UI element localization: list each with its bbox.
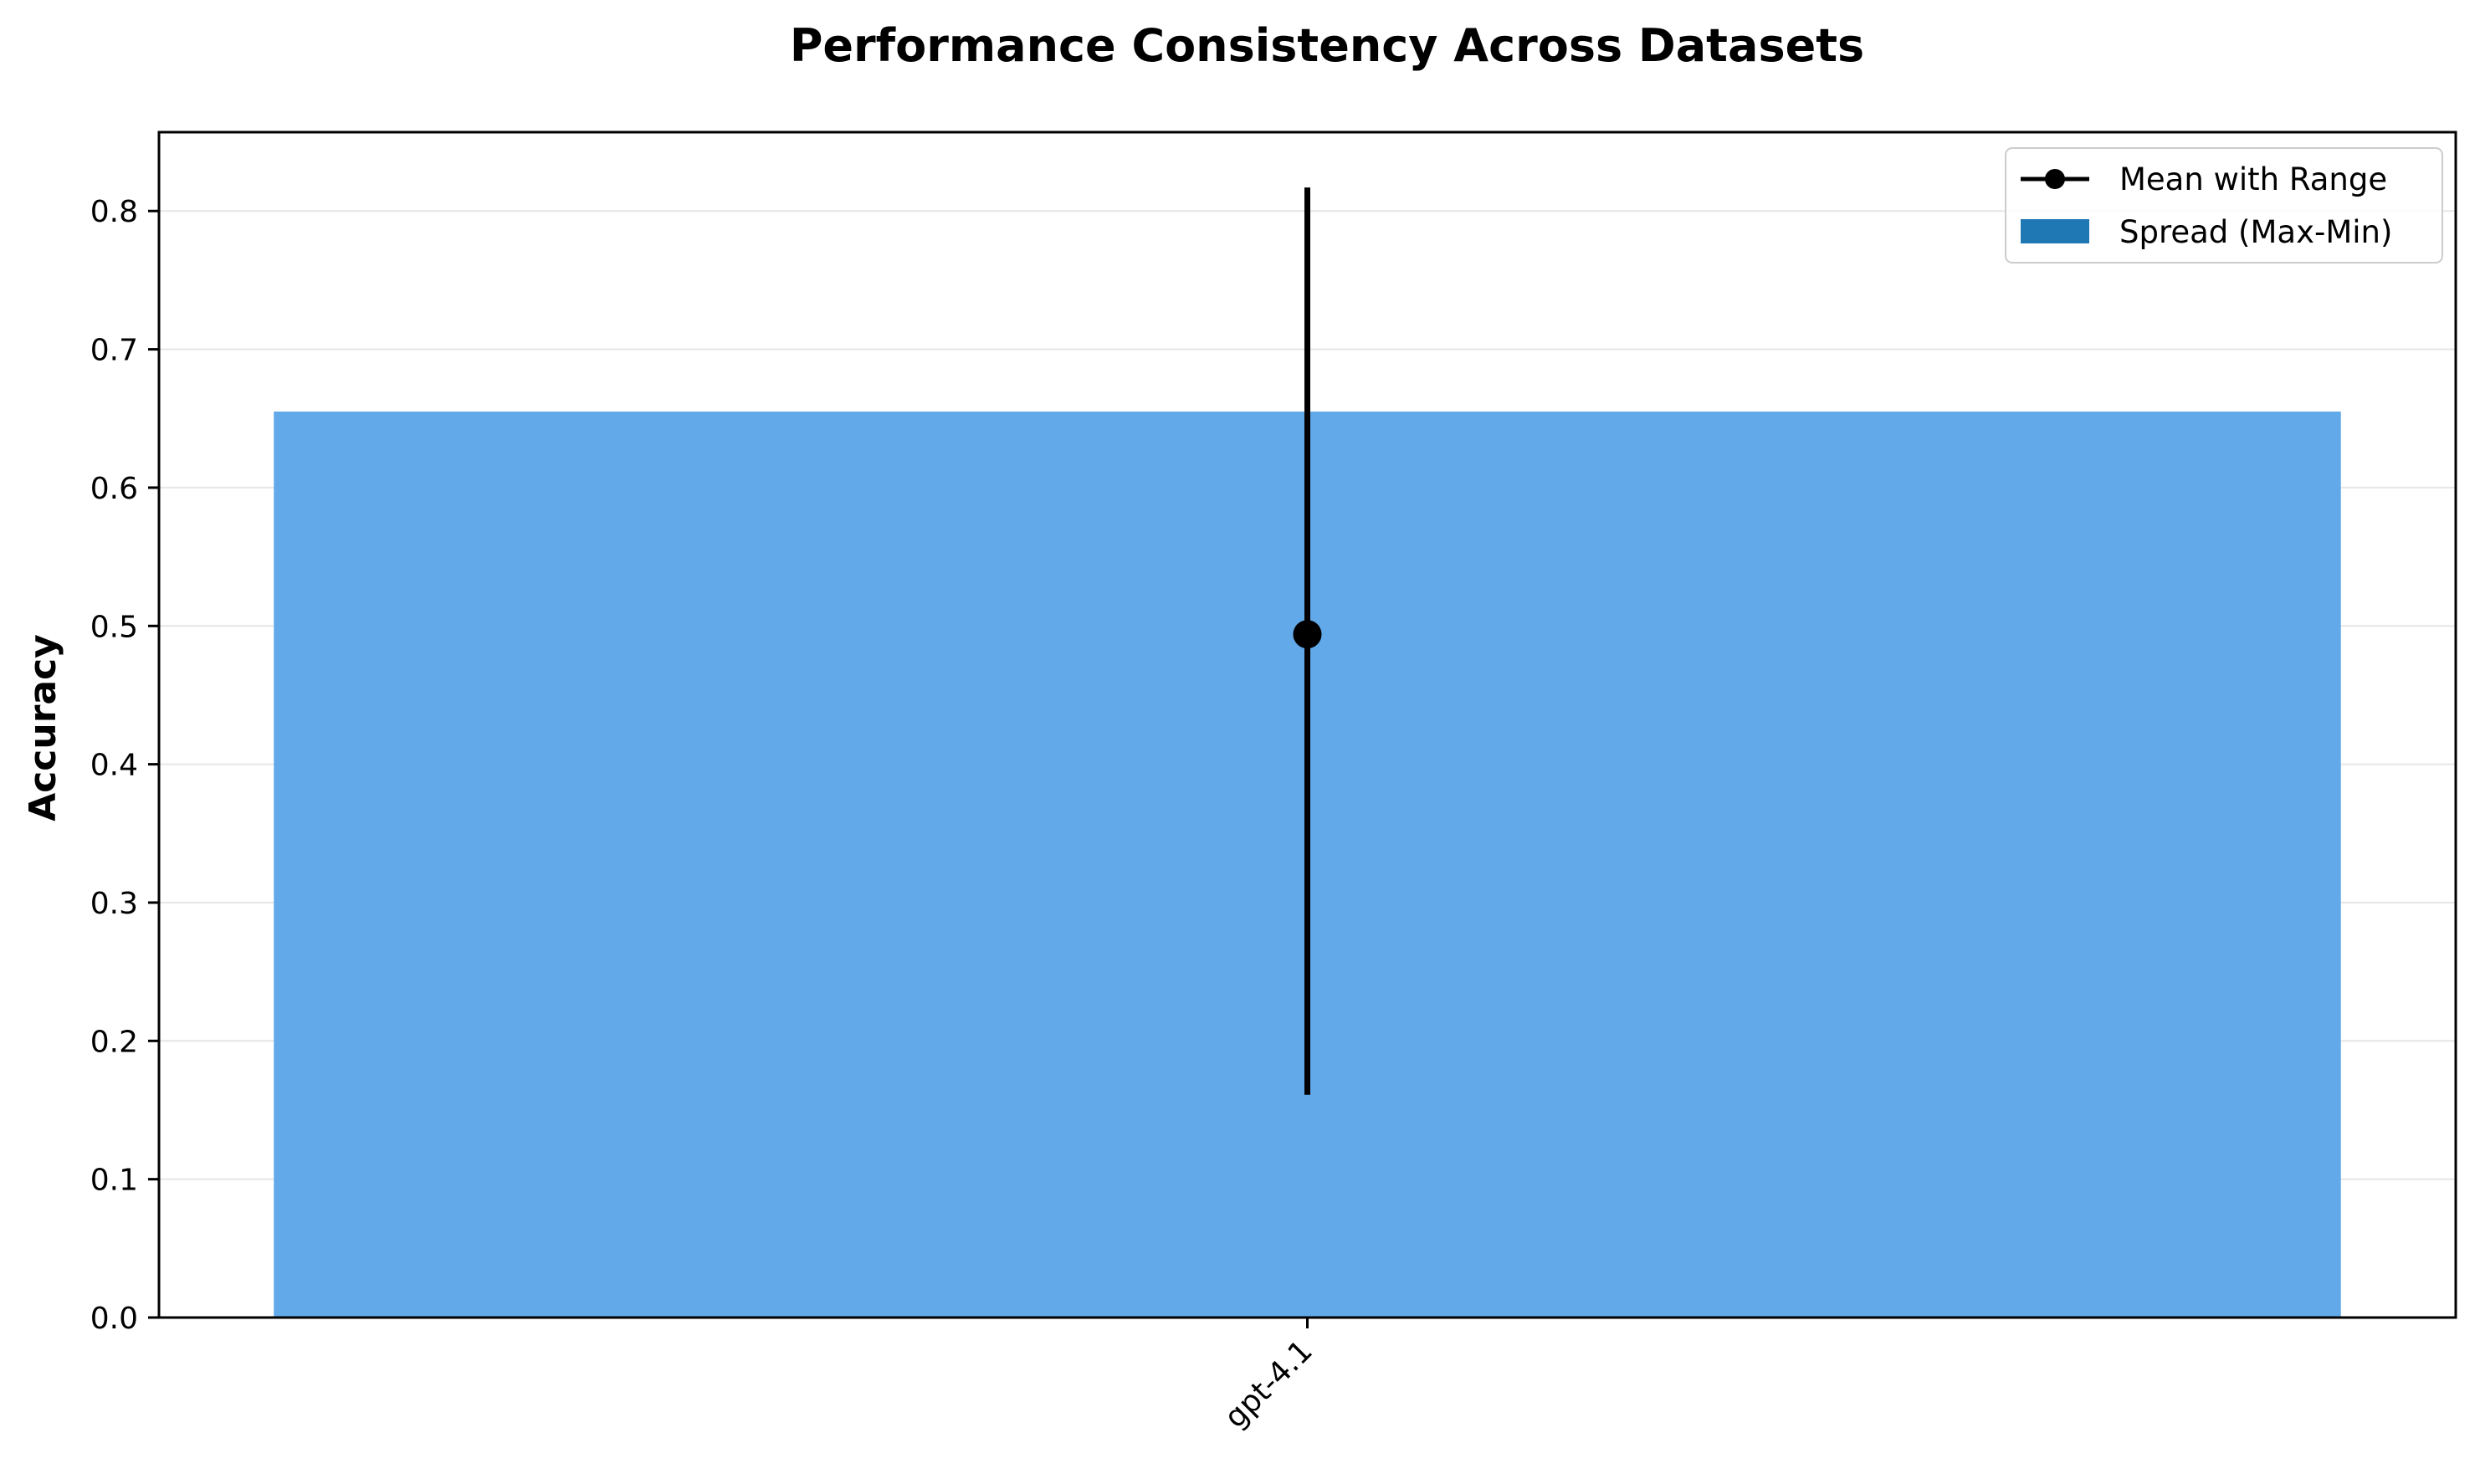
y-tick-label: 0.2 [90, 1025, 138, 1059]
error-bars [1293, 187, 1322, 1095]
y-tick-label: 0.6 [90, 472, 138, 506]
legend-bar-swatch [2021, 219, 2089, 243]
mean-point [1293, 620, 1322, 649]
y-axis-label: Accuracy [22, 634, 64, 821]
legend-label-mean-range: Mean with Range [2119, 161, 2387, 197]
y-tick-label: 0.1 [90, 1164, 138, 1198]
y-axis: 0.0 0.1 0.2 0.3 0.4 0.5 0.6 0.7 0.8 [90, 195, 159, 1336]
y-tick-label: 0.3 [90, 887, 138, 921]
y-tick-label: 0.7 [90, 334, 138, 368]
chart-title: Performance Consistency Across Datasets [790, 19, 1864, 72]
y-tick-label: 0.5 [90, 610, 138, 644]
legend: Mean with Range Spread (Max-Min) [2005, 147, 2443, 264]
y-tick-label: 0.4 [90, 749, 138, 783]
legend-dot-marker [2045, 169, 2065, 189]
y-tick-label: 0.0 [90, 1302, 138, 1336]
legend-label-spread: Spread (Max-Min) [2119, 214, 2392, 250]
legend-frame [2005, 147, 2443, 264]
y-tick-label: 0.8 [90, 195, 138, 229]
